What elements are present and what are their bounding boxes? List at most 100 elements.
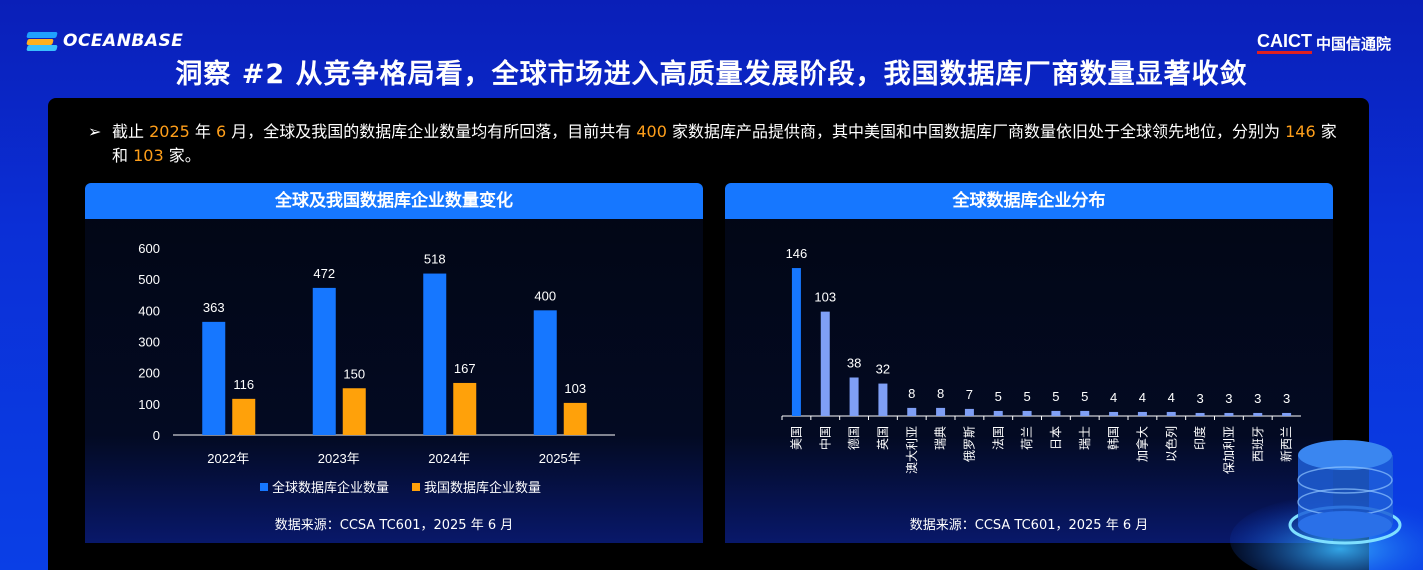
x-tick-label: 韩国 <box>1106 426 1121 450</box>
legend-swatch <box>412 483 420 491</box>
data-label: 4 <box>1110 390 1117 405</box>
data-label: 116 <box>233 377 254 392</box>
x-tick-label: 2024年 <box>428 451 470 466</box>
oceanbase-mark-icon <box>26 31 59 51</box>
distribution-bar-chart: 146 美国 103 中国 38 德国 32 英国 8 澳大利亚 8 瑞典 7 俄罗斯 5 法国 5 荷兰 5 日本 5… <box>781 246 1301 474</box>
bar-country <box>791 268 801 416</box>
data-label: 5 <box>1023 389 1030 404</box>
bar-country <box>1137 411 1147 416</box>
intro-text-part: 年 <box>189 122 216 141</box>
x-tick-label: 2022年 <box>207 451 249 466</box>
x-tick-label: 澳大利亚 <box>905 426 919 474</box>
data-label: 8 <box>937 386 944 401</box>
highlight-us-count: 146 <box>1285 122 1316 141</box>
page-title: 洞察 #2 从竞争格局看，全球市场进入高质量发展阶段，我国数据库厂商数量显著收敛 <box>175 59 1248 90</box>
y-tick-label: 600 <box>138 241 160 256</box>
data-label: 103 <box>814 290 836 305</box>
intro-text-part: 家数据库产品提供商，其中美国和中国数据库厂商数量依旧处于全球领先地位，分别为 <box>666 122 1286 141</box>
highlight-month: 6 <box>216 122 227 141</box>
y-tick-label: 0 <box>153 428 160 443</box>
data-label: 8 <box>908 386 915 401</box>
bar-global <box>202 321 226 435</box>
bar-country <box>1022 410 1032 416</box>
chart-source-distribution: 数据来源：CCSA TC601，2025 年 6 月 <box>909 518 1149 533</box>
bar-country <box>1282 412 1292 416</box>
intro-text-part: 截止 <box>112 122 150 141</box>
x-tick-label: 荷兰 <box>1020 426 1034 450</box>
intro-text-part: 家和 <box>112 122 1337 165</box>
data-label: 400 <box>534 288 556 303</box>
bullet-arrow-icon: ➢ <box>88 122 102 141</box>
bar-china <box>563 402 587 435</box>
x-tick-label: 印度 <box>1192 426 1207 450</box>
database-cylinder-icon <box>1230 440 1423 570</box>
bar-global <box>533 310 557 435</box>
bar-country <box>964 408 974 416</box>
x-tick-label: 俄罗斯 <box>962 426 976 462</box>
x-tick-label: 英国 <box>876 426 890 450</box>
x-tick-label: 加拿大 <box>1134 426 1149 462</box>
trend-bar-chart: 0 100 200 300 400 500 600 2022年 363 116 2023年 472 15… <box>138 241 615 495</box>
intro-text-part: 家。 <box>163 146 201 165</box>
data-label: 7 <box>966 387 973 402</box>
bar-country <box>1166 411 1176 416</box>
x-tick-label: 西班牙 <box>1251 426 1265 462</box>
oceanbase-wordmark: OCEANBASE <box>63 31 184 51</box>
data-label: 3 <box>1283 391 1290 406</box>
bar-china <box>342 388 366 435</box>
data-label: 3 <box>1225 391 1232 406</box>
highlight-year: 2025 <box>149 122 190 141</box>
data-label: 5 <box>1081 389 1088 404</box>
x-tick-label: 2025年 <box>539 451 581 466</box>
bar-global <box>312 287 336 435</box>
caict-chinese-name: 中国信通院 <box>1315 34 1391 53</box>
intro-text: 截止 2025 年 6 月，全球及我国的数据库企业数量均有所回落，目前共有 40… <box>112 120 1348 168</box>
bar-country <box>993 410 1003 416</box>
x-tick-label: 德国 <box>846 426 861 450</box>
bar-country <box>1051 410 1061 416</box>
y-tick-label: 100 <box>138 397 160 412</box>
chart-title-trend: 全球及我国数据库企业数量变化 <box>85 183 703 219</box>
oceanbase-logo: OCEANBASE <box>26 30 184 52</box>
x-tick-label: 2023年 <box>318 451 360 466</box>
x-tick-label: 日本 <box>1049 426 1063 450</box>
bar-global <box>423 273 447 435</box>
data-label: 3 <box>1254 391 1261 406</box>
x-tick-label: 法国 <box>991 426 1005 450</box>
x-tick-label: 瑞典 <box>934 426 948 450</box>
legend-label: 全球数据库企业数量 <box>272 480 389 495</box>
data-label: 4 <box>1168 390 1175 405</box>
intro-paragraph: ➢ 截止 2025 年 6 月，全球及我国的数据库企业数量均有所回落，目前共有 … <box>88 120 1348 168</box>
bar-country <box>849 377 859 416</box>
legend-swatch <box>260 483 268 491</box>
x-tick-label: 新西兰 <box>1279 426 1294 462</box>
y-tick-label: 200 <box>138 366 160 381</box>
bar-country <box>820 311 830 416</box>
bar-country <box>907 407 917 416</box>
caict-logo: CAICT 中国信通院 <box>1256 32 1391 54</box>
highlight-cn-count: 103 <box>133 146 164 165</box>
caict-wordmark: CAICT <box>1256 32 1312 54</box>
bar-country <box>1195 412 1205 416</box>
x-tick-label: 瑞士 <box>1078 426 1092 450</box>
data-label: 103 <box>564 381 586 396</box>
chart-title-distribution: 全球数据库企业分布 <box>725 183 1333 219</box>
y-tick-label: 500 <box>138 272 160 287</box>
x-tick-label: 保加利亚 <box>1222 426 1236 474</box>
data-label: 4 <box>1139 390 1146 405</box>
chart-source-trend: 数据来源：CCSA TC601，2025 年 6 月 <box>274 518 514 533</box>
bar-china <box>453 382 477 435</box>
bar-country <box>878 383 888 416</box>
bar-country <box>1109 411 1119 416</box>
bar-country <box>1080 410 1090 416</box>
legend-label: 我国数据库企业数量 <box>424 480 541 495</box>
data-label: 5 <box>1052 389 1059 404</box>
chart-card-distribution: 全球数据库企业分布 146 美国 103 中国 38 德国 32 英国 8 澳大利亚 8 瑞典 7 俄罗斯… <box>725 183 1333 543</box>
data-label: 167 <box>454 361 476 376</box>
data-label: 363 <box>203 300 225 315</box>
x-tick-label: 美国 <box>789 426 803 450</box>
chart-card-trend: 全球及我国数据库企业数量变化 0 100 200 300 400 500 600 2022年 3… <box>85 183 703 543</box>
data-label: 32 <box>876 362 890 377</box>
x-tick-label: 中国 <box>817 426 832 450</box>
y-tick-label: 400 <box>138 303 160 318</box>
